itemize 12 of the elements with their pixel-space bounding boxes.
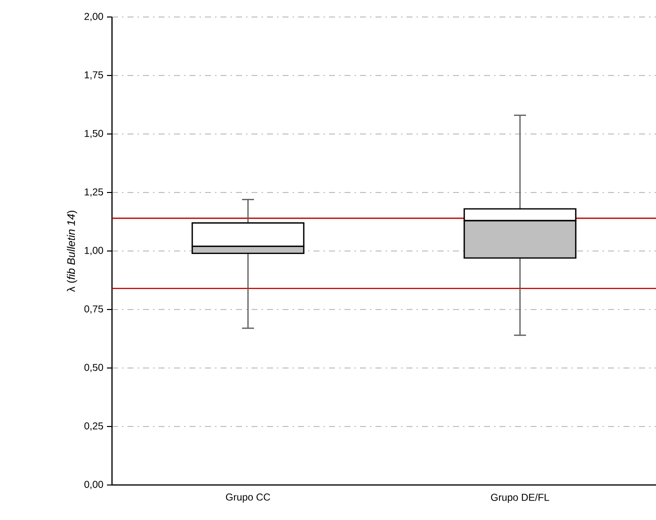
y-tick-label: 0,00 (84, 480, 104, 490)
y-tick-label: 0,50 (84, 364, 104, 372)
y-tick-label: 1,25 (84, 188, 104, 197)
x-tick-label: Grupo CC (226, 494, 270, 503)
y-axis-title: λ (fib Bulletin 14) (66, 210, 78, 292)
y-tick-label: 1,50 (84, 130, 104, 138)
y-tick-label: 2,00 (84, 12, 104, 22)
y-tick-label: 1,00 (84, 246, 104, 256)
y-tick-label: 0,25 (84, 422, 104, 431)
y-tick-label: 0,75 (84, 305, 104, 314)
y-tick-label: 1,75 (84, 71, 104, 80)
x-tick-label: Grupo DE/FL (491, 494, 550, 503)
